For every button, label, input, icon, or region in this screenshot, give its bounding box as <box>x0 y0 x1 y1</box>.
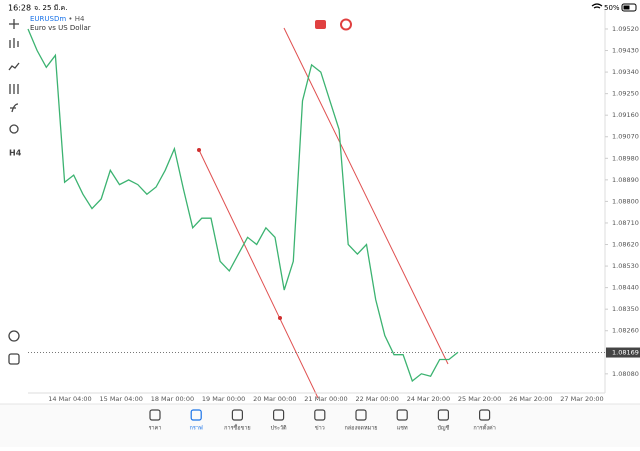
indicators-tool[interactable] <box>8 62 20 71</box>
x-tick-label: 14 Mar 04:00 <box>48 395 91 403</box>
y-tick-label: 1.08710 <box>612 219 639 227</box>
nav-label: การตั้งค่า <box>473 424 495 432</box>
nav-icon <box>479 409 491 421</box>
x-tick-label: 18 Mar 00:00 <box>151 395 194 403</box>
current-price-label: 1.08169 <box>612 349 639 357</box>
battery-text: 50% <box>604 4 620 12</box>
nav-icon <box>231 409 243 421</box>
crosshair-tool[interactable] <box>9 19 19 29</box>
y-tick-label: 1.08350 <box>612 305 639 313</box>
bottom-nav <box>0 404 640 447</box>
left-toolbar <box>8 19 20 365</box>
shapes-tool[interactable] <box>9 124 19 134</box>
separator: • <box>66 15 75 23</box>
nav-icon <box>190 409 202 421</box>
y-tick-label: 1.08800 <box>612 197 639 205</box>
nav-icon <box>273 409 285 421</box>
nav-item[interactable]: ประวัติ <box>271 409 287 432</box>
y-tick-label: 1.08440 <box>612 284 639 292</box>
trend-line <box>198 149 319 399</box>
x-tick-label: 22 Mar 00:00 <box>355 395 398 403</box>
y-tick-label: 1.09430 <box>612 47 639 55</box>
x-tick-label: 25 Mar 20:00 <box>458 395 501 403</box>
nav-label: กราฟ <box>190 425 203 432</box>
nav-label: การซื้อขาย <box>224 424 250 432</box>
nav-label: กล่องจดหมาย <box>344 426 377 432</box>
x-tick-label: 19 Mar 00:00 <box>202 395 245 403</box>
nav-icon <box>396 409 408 421</box>
status-date: จ. 25 มี.ค. <box>34 4 67 12</box>
x-tick-label: 27 Mar 20:00 <box>560 395 603 403</box>
nav-item[interactable]: บัญชี <box>437 409 450 432</box>
sell-button[interactable] <box>315 20 326 29</box>
x-tick-label: 26 Mar 20:00 <box>509 395 552 403</box>
y-tick-label: 1.09250 <box>612 90 639 98</box>
nav-label: ราคา <box>149 426 162 432</box>
x-tick-label: 24 Mar 20:00 <box>407 395 450 403</box>
candles-tool[interactable] <box>9 38 19 48</box>
battery-level <box>623 5 630 10</box>
nav-item[interactable]: กราฟ <box>190 409 203 432</box>
y-tick-label: 1.08080 <box>612 370 639 378</box>
y-tick-label: 1.08530 <box>612 262 639 270</box>
y-tick-label: 1.08890 <box>612 176 639 184</box>
x-tick-label: 21 Mar 00:00 <box>304 395 347 403</box>
timeframe-tool[interactable] <box>8 330 20 342</box>
trend-anchor <box>278 316 282 320</box>
y-tick-label: 1.09070 <box>612 133 639 141</box>
nav-label: ข่าว <box>315 426 325 432</box>
nav-icon <box>437 409 449 421</box>
chart-symbol: EURUSDm • H4 <box>30 15 85 23</box>
y-tick-label: 1.08620 <box>612 241 639 249</box>
price-line <box>27 28 459 383</box>
nav-label: บัญชี <box>437 425 449 432</box>
nav-item[interactable]: การซื้อขาย <box>224 409 251 432</box>
y-tick-label: 1.09520 <box>612 25 639 33</box>
nav-icon <box>149 409 161 421</box>
nav-item[interactable]: แชท <box>396 409 408 432</box>
x-tick-label: 20 Mar 00:00 <box>253 395 296 403</box>
y-tick-label: 1.08980 <box>612 154 639 162</box>
buy-button[interactable] <box>340 18 352 31</box>
objects-tool[interactable] <box>9 84 19 94</box>
period-button[interactable]: H4 <box>9 149 22 158</box>
y-tick-label: 1.09160 <box>612 111 639 119</box>
nav-icon <box>355 409 367 421</box>
status-time: 16:28 <box>8 4 31 13</box>
symbol: EURUSDm <box>30 15 66 23</box>
battery-icon <box>621 3 637 12</box>
trend-anchor <box>197 148 201 152</box>
y-tick-label: 1.08260 <box>612 327 639 335</box>
nav-icon <box>314 409 326 421</box>
period: H4 <box>75 15 85 23</box>
settings-tool[interactable] <box>8 353 20 365</box>
current-price-box <box>606 347 640 358</box>
chart-description: Euro vs US Dollar <box>30 24 91 32</box>
nav-label: ประวัติ <box>271 425 287 432</box>
y-tick-label: 1.09340 <box>612 68 639 76</box>
wifi-icon <box>591 3 603 9</box>
nav-item[interactable]: การตั้งค่า <box>473 409 496 432</box>
trend-line <box>283 27 449 365</box>
function-tool[interactable] <box>10 103 19 113</box>
x-tick-label: 15 Mar 04:00 <box>99 395 142 403</box>
nav-item[interactable]: ข่าว <box>314 409 326 432</box>
nav-item[interactable]: ราคา <box>149 409 162 432</box>
nav-item[interactable]: กล่องจดหมาย <box>344 409 378 432</box>
nav-label: แชท <box>397 425 408 432</box>
